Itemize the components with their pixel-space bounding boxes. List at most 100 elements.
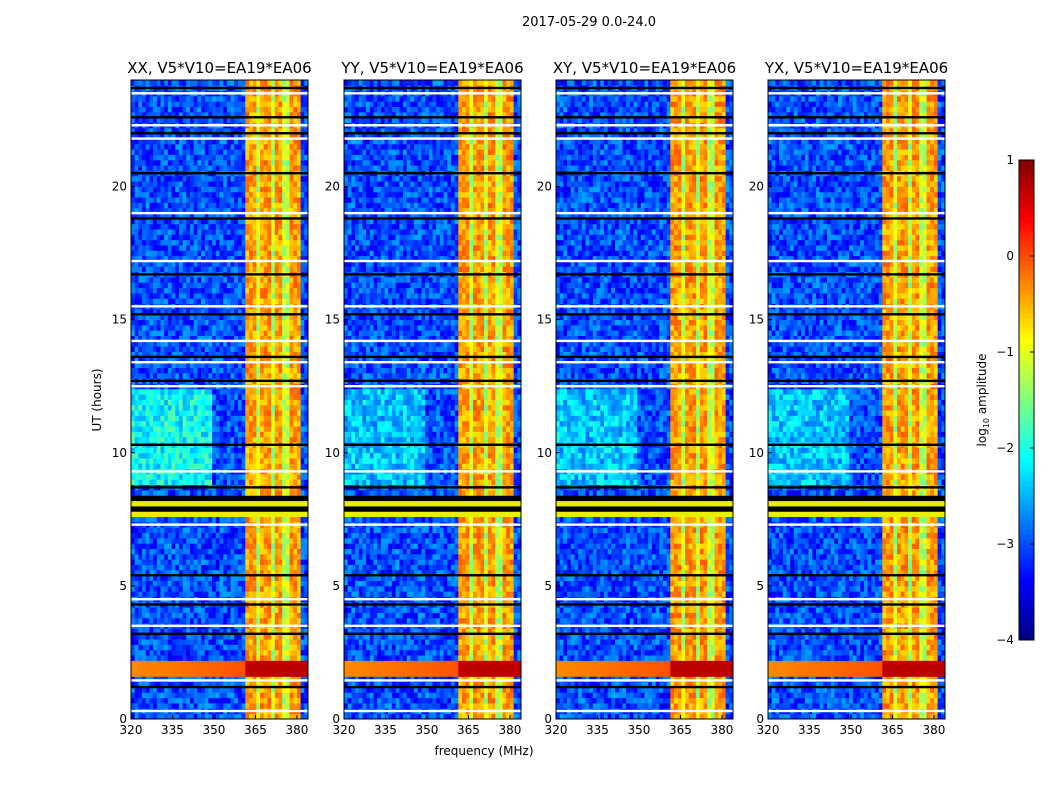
heatmap-cell xyxy=(238,293,242,299)
heatmap-cell xyxy=(212,554,216,560)
heatmap-cell xyxy=(242,437,246,443)
heatmap-cell xyxy=(161,447,165,453)
heatmap-cell xyxy=(186,538,190,544)
heatmap-cell xyxy=(131,506,135,512)
heatmap-cell xyxy=(146,554,150,560)
heatmap-cell xyxy=(267,405,271,411)
heatmap-cell xyxy=(286,277,290,283)
heatmap-cell xyxy=(172,474,176,480)
heatmap-cell xyxy=(149,437,153,443)
heatmap-cell xyxy=(183,581,187,587)
heatmap-cell xyxy=(135,639,139,645)
heatmap-cell xyxy=(190,698,194,704)
heatmap-cell xyxy=(256,607,260,613)
heatmap-cell xyxy=(234,368,238,374)
heatmap-cell xyxy=(216,234,220,240)
heatmap-cell xyxy=(216,698,220,704)
heatmap-cell xyxy=(242,543,246,549)
heatmap-cell xyxy=(153,671,157,677)
heatmap-cell xyxy=(271,437,275,443)
heatmap-cell xyxy=(146,431,150,437)
heatmap-cell xyxy=(249,437,253,443)
heatmap-cell xyxy=(208,586,212,592)
heatmap-cell xyxy=(208,293,212,299)
heatmap-cell xyxy=(161,517,165,523)
heatmap-cell xyxy=(161,607,165,613)
heatmap-cell xyxy=(135,655,139,661)
heatmap-cell xyxy=(179,373,183,379)
heatmap-cell xyxy=(186,533,190,539)
heatmap-cell xyxy=(153,586,157,592)
heatmap-cell xyxy=(138,277,142,283)
heatmap-cell xyxy=(164,474,168,480)
heatmap-cell xyxy=(282,591,286,597)
heatmap-cell xyxy=(138,479,142,485)
heatmap-cell xyxy=(290,266,294,272)
heatmap-cell xyxy=(297,245,301,251)
heatmap-cell xyxy=(157,447,161,453)
heatmap-cell xyxy=(205,368,209,374)
heatmap-cell xyxy=(186,581,190,587)
heatmap-cell xyxy=(161,474,165,480)
heatmap-cell xyxy=(168,293,172,299)
heatmap-cell xyxy=(205,559,209,565)
heatmap-cell xyxy=(153,266,157,272)
heatmap-cell xyxy=(161,405,165,411)
heatmap-cell xyxy=(216,240,220,246)
heatmap-cell xyxy=(238,618,242,624)
heatmap-cell xyxy=(286,389,290,395)
heatmap-cell xyxy=(249,282,253,288)
heatmap-cell xyxy=(297,517,301,523)
heatmap-cell xyxy=(205,266,209,272)
heatmap-cell xyxy=(161,293,165,299)
heatmap-cell xyxy=(286,453,290,459)
heatmap-cell xyxy=(194,368,198,374)
heatmap-cell xyxy=(157,490,161,496)
heatmap-cell xyxy=(242,554,246,560)
heatmap-cell xyxy=(190,447,194,453)
heatmap-cell xyxy=(297,511,301,517)
heatmap-cell xyxy=(301,543,305,549)
heatmap-cell xyxy=(227,479,231,485)
heatmap-cell xyxy=(168,618,172,624)
heatmap-cell xyxy=(267,410,271,416)
heatmap-cell xyxy=(157,410,161,416)
heatmap-cell xyxy=(153,554,157,560)
heatmap-cell xyxy=(186,501,190,507)
heatmap-cell xyxy=(249,325,253,331)
heatmap-cell xyxy=(253,458,257,464)
heatmap-cell xyxy=(212,660,216,666)
heatmap-cell xyxy=(267,565,271,571)
heatmap-cell xyxy=(205,240,209,246)
heatmap-cell xyxy=(231,394,235,400)
heatmap-cell xyxy=(297,554,301,560)
heatmap-cell xyxy=(149,618,153,624)
heatmap-cell xyxy=(297,463,301,469)
heatmap-cell xyxy=(142,511,146,517)
heatmap-cell xyxy=(286,655,290,661)
heatmap-cell xyxy=(168,373,172,379)
heatmap-cell xyxy=(290,490,294,496)
heatmap-cell xyxy=(223,501,227,507)
heatmap-cell xyxy=(175,586,179,592)
heatmap-cell xyxy=(234,373,238,379)
heatmap-cell xyxy=(186,644,190,650)
heatmap-cell xyxy=(146,325,150,331)
heatmap-cell xyxy=(194,240,198,246)
heatmap-cell xyxy=(197,288,201,294)
heatmap-cell xyxy=(212,234,216,240)
heatmap-cell xyxy=(238,639,242,645)
heatmap-cell xyxy=(238,538,242,544)
heatmap-cell xyxy=(271,288,275,294)
heatmap-cell xyxy=(205,330,209,336)
heatmap-cell xyxy=(293,618,297,624)
heatmap-cell xyxy=(290,703,294,709)
heatmap-cell xyxy=(179,293,183,299)
heatmap-cell xyxy=(282,320,286,326)
heatmap-cell xyxy=(238,549,242,555)
heatmap-cell xyxy=(227,559,231,565)
heatmap-cell xyxy=(301,320,305,326)
heatmap-cell xyxy=(197,660,201,666)
heatmap-cell xyxy=(153,426,157,432)
heatmap-cell xyxy=(282,501,286,507)
